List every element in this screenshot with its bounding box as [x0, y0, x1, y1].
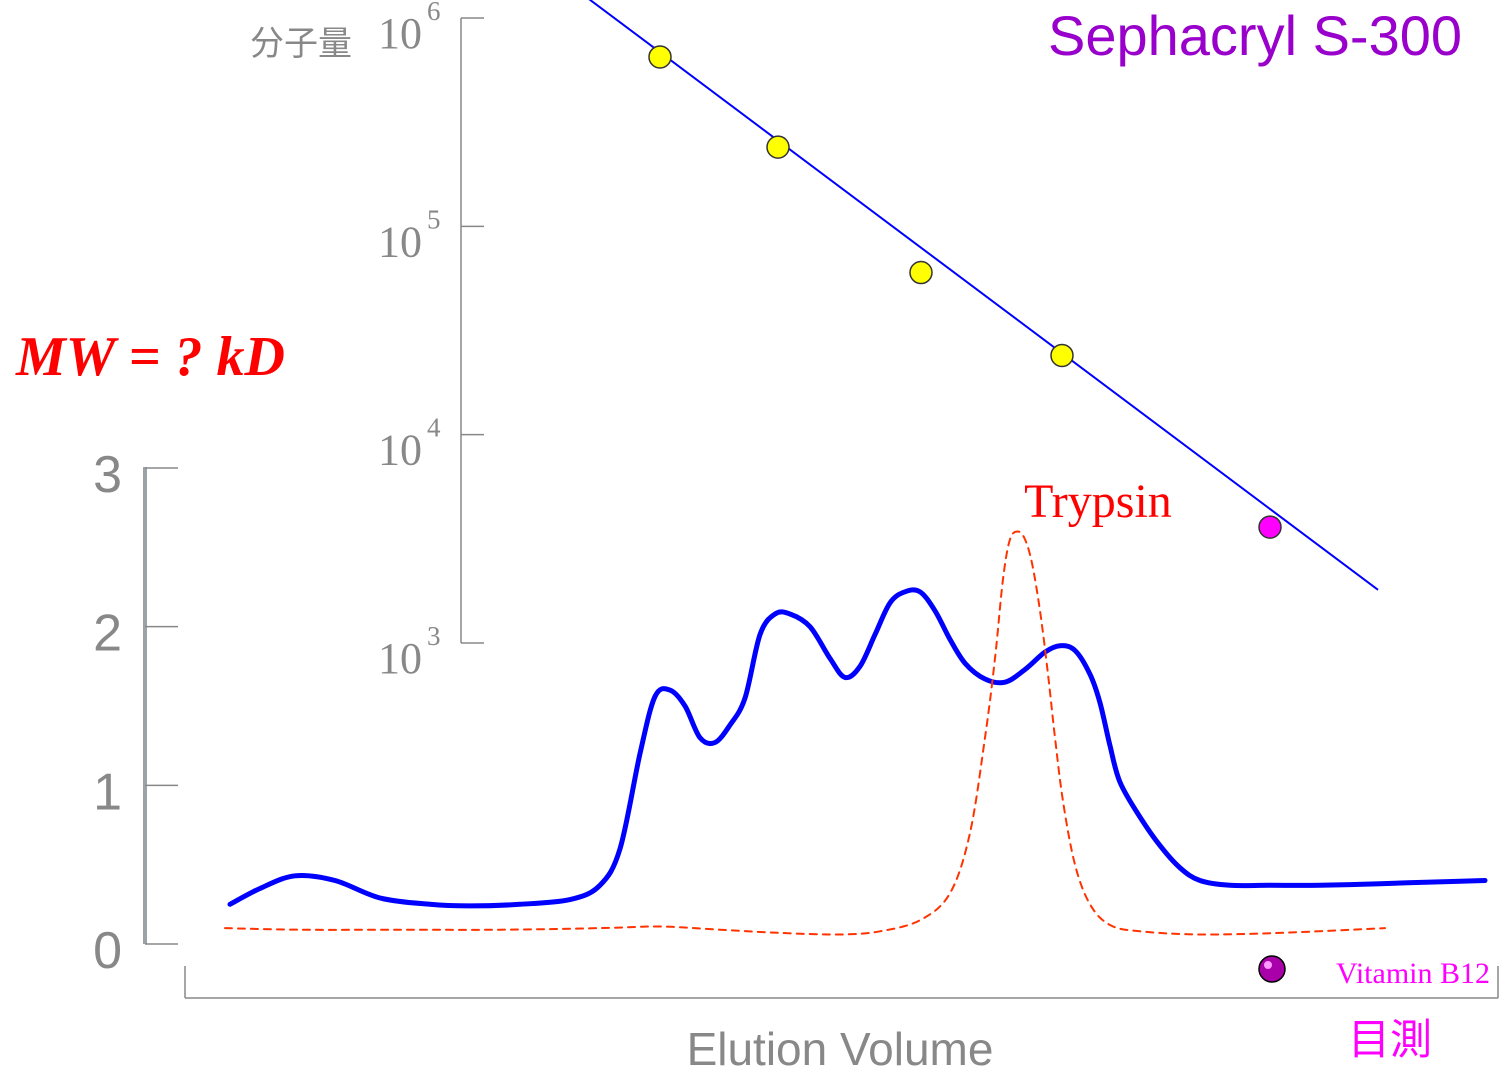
visual-estimate-label: 目測 [1348, 1016, 1432, 1063]
standard-point-4 [1050, 343, 1074, 368]
vitamin-b12-label: Vitamin B12 [1336, 957, 1490, 990]
absorbance-tick-label-3: 3 [93, 446, 122, 504]
unknown-point [1258, 515, 1282, 539]
standard-point-2 [766, 135, 790, 159]
vitamin-b12-marker-highlight [1264, 961, 1272, 969]
mw-tick-exponent-3: 3 [427, 621, 441, 651]
mw-tick-label-4: 10 [378, 426, 422, 475]
standard-point-1 [648, 45, 672, 69]
absorbance-axis: 0 1 2 3 [93, 446, 178, 980]
mw-tick-label-5: 10 [378, 217, 422, 266]
mw-question: MW = ? kD [15, 326, 285, 388]
absorbance-tick-label-1: 1 [93, 763, 122, 821]
calibration-fit-line [588, 0, 1379, 591]
mw-tick-exponent-6: 6 [427, 0, 441, 26]
mw-tick-label-6: 10 [378, 9, 422, 58]
absorbance-tick-label-2: 2 [93, 605, 122, 663]
standard-point-3 [909, 260, 933, 285]
mw-tick-exponent-4: 4 [427, 413, 441, 443]
trypsin-profile-curve [224, 530, 1386, 936]
calibration-plot [588, 0, 1379, 591]
trypsin-label: Trypsin [1024, 475, 1172, 528]
mw-tick-exponent-5: 5 [427, 204, 441, 234]
elution-axis-label: Elution Volume [687, 1023, 994, 1075]
mw-axis-label: 分子量 [250, 25, 352, 63]
profile-curves [224, 530, 1488, 936]
elution-axis [184, 966, 1499, 999]
elution-profile-curve [227, 587, 1488, 909]
vitamin-b12-marker [1258, 955, 1286, 983]
chart-title: Sephacryl S-300 [1048, 4, 1462, 67]
mw-tick-label-3: 10 [378, 634, 422, 683]
absorbance-tick-label-0: 0 [93, 922, 122, 980]
